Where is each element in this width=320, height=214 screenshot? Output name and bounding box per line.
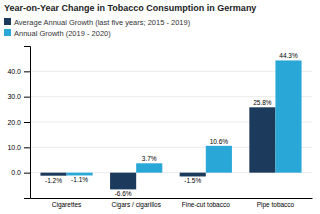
data-label: 25.8% xyxy=(253,99,272,106)
bar xyxy=(206,146,232,173)
grid-line xyxy=(30,71,312,72)
y-tick: 30.0 xyxy=(7,93,30,100)
bar xyxy=(180,173,206,177)
y-tick-mark xyxy=(24,147,30,148)
y-tick: 10.0 xyxy=(7,144,30,151)
data-label: -1.5% xyxy=(184,177,201,184)
x-axis: Cigarettes Cigars / cigarillos Fine-cut to… xyxy=(31,198,313,209)
x-tick-label: Fine-cut tobacco xyxy=(182,201,230,208)
data-label: -1.1% xyxy=(71,176,88,183)
chart: Year-on-Year Change in Tobacco Consumpti… xyxy=(0,0,320,214)
data-label: -1.2% xyxy=(45,177,62,184)
bar xyxy=(136,163,162,172)
data-label: 10.6% xyxy=(210,138,229,145)
x-tick: Cigars / cigarillos xyxy=(111,198,161,209)
data-label: -6.6% xyxy=(115,190,132,197)
y-tick: 0.0 xyxy=(11,169,30,176)
x-tick: Fine-cut tobacco xyxy=(182,198,230,208)
x-tick: Pipe tobacco xyxy=(257,198,295,209)
data-label: 44.3% xyxy=(279,52,298,59)
bar xyxy=(275,60,301,172)
y-tick-mark xyxy=(24,97,30,98)
bars xyxy=(40,60,301,189)
title: Year-on-Year Change in Tobacco Consumpti… xyxy=(4,3,256,13)
x-tick-label: Cigars / cigarillos xyxy=(111,201,161,209)
y-tick-label: 30.0 xyxy=(7,93,21,100)
y-tick-mark xyxy=(24,71,30,72)
y-tick-label: 20.0 xyxy=(7,119,21,126)
legend-label: Average Annual Growth (last five years; … xyxy=(14,18,191,27)
x-tick: Cigarettes xyxy=(52,198,82,209)
x-axis-line xyxy=(31,198,313,199)
data-labels: -1.2% -6.6% -1.5% 25.8% -1.1% 3.7% 10.6% 44.3% xyxy=(45,52,298,197)
legend-item: Average Annual Growth (last five years; … xyxy=(4,18,191,27)
legend-swatch xyxy=(4,18,11,25)
y-tick: 40.0 xyxy=(7,68,30,75)
y-tick-label: 10.0 xyxy=(7,144,21,151)
bar xyxy=(110,173,136,190)
x-tick-label: Cigarettes xyxy=(52,201,82,209)
data-label: 3.7% xyxy=(142,155,157,162)
plot: -1.2% -6.6% -1.5% 25.8% -1.1% 3.7% 10.6% 44.3% 0… xyxy=(7,47,312,209)
legend-item: Annual Growth (2019 - 2020) xyxy=(4,29,111,38)
y-tick-mark xyxy=(24,122,30,123)
bar xyxy=(40,173,66,176)
legend-swatch xyxy=(4,29,11,36)
y-axis: 0.0 10.0 20.0 30.0 40.0 xyxy=(7,47,30,199)
grid xyxy=(30,71,312,172)
y-tick-label: 40.0 xyxy=(7,68,21,75)
legend: Average Annual Growth (last five years; … xyxy=(4,18,191,38)
y-tick-mark xyxy=(24,173,30,174)
y-tick-label: 0.0 xyxy=(11,169,21,176)
grid-line xyxy=(30,96,312,97)
y-axis-line xyxy=(24,47,31,199)
bar xyxy=(67,173,93,176)
bar xyxy=(249,107,275,172)
y-tick: 20.0 xyxy=(7,119,30,126)
legend-label: Annual Growth (2019 - 2020) xyxy=(14,29,111,38)
x-tick-label: Pipe tobacco xyxy=(257,201,295,209)
